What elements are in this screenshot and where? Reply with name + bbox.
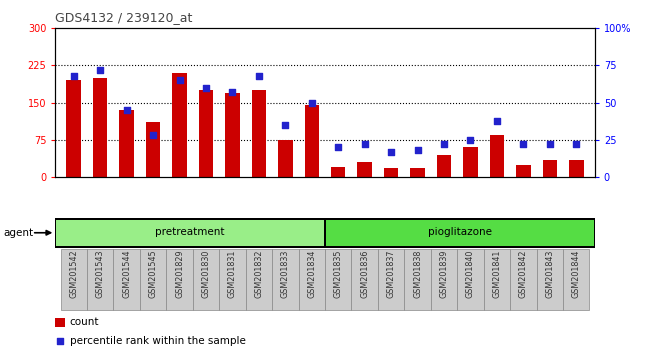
Bar <box>278 140 292 177</box>
Point <box>227 90 238 95</box>
Point <box>518 142 528 147</box>
Text: GSM201838: GSM201838 <box>413 250 422 298</box>
Bar <box>384 168 398 177</box>
Point <box>280 122 291 128</box>
Text: GSM201545: GSM201545 <box>149 250 157 298</box>
Point <box>95 67 105 73</box>
Text: GSM201843: GSM201843 <box>545 250 554 298</box>
Bar <box>252 90 266 177</box>
FancyBboxPatch shape <box>87 249 114 310</box>
Point <box>439 142 449 147</box>
Bar <box>199 90 213 177</box>
Text: GSM201835: GSM201835 <box>333 250 343 298</box>
FancyBboxPatch shape <box>510 249 536 310</box>
Text: GSM201836: GSM201836 <box>360 250 369 298</box>
Bar <box>437 155 451 177</box>
Point <box>412 147 423 153</box>
FancyBboxPatch shape <box>404 249 431 310</box>
FancyBboxPatch shape <box>536 249 563 310</box>
Bar <box>543 160 557 177</box>
Text: GSM201542: GSM201542 <box>70 250 78 298</box>
Bar <box>57 219 324 246</box>
Bar <box>304 105 319 177</box>
Bar <box>410 168 425 177</box>
Text: GSM201831: GSM201831 <box>228 250 237 298</box>
Bar <box>358 162 372 177</box>
Text: GSM201544: GSM201544 <box>122 250 131 298</box>
Text: GDS4132 / 239120_at: GDS4132 / 239120_at <box>55 11 192 24</box>
Point <box>545 142 555 147</box>
Text: GSM201829: GSM201829 <box>175 250 184 298</box>
FancyBboxPatch shape <box>431 249 457 310</box>
Point <box>491 118 502 123</box>
Bar <box>55 318 65 327</box>
Bar <box>120 110 134 177</box>
Point <box>68 73 79 79</box>
Bar <box>516 165 530 177</box>
FancyBboxPatch shape <box>378 249 404 310</box>
Bar <box>331 167 346 177</box>
Point <box>307 100 317 105</box>
FancyBboxPatch shape <box>457 249 484 310</box>
Text: GSM201543: GSM201543 <box>96 250 105 298</box>
Point <box>359 142 370 147</box>
Point <box>254 73 264 79</box>
Bar <box>326 219 593 246</box>
FancyBboxPatch shape <box>246 249 272 310</box>
Point <box>465 137 476 143</box>
Bar <box>172 73 187 177</box>
Text: GSM201844: GSM201844 <box>572 250 580 298</box>
FancyBboxPatch shape <box>140 249 166 310</box>
FancyBboxPatch shape <box>60 249 87 310</box>
Bar <box>225 93 240 177</box>
Point <box>333 144 343 150</box>
Text: GSM201830: GSM201830 <box>202 250 211 298</box>
Text: count: count <box>70 318 99 327</box>
Point <box>148 132 159 138</box>
FancyBboxPatch shape <box>352 249 378 310</box>
Text: GSM201834: GSM201834 <box>307 250 317 298</box>
Text: GSM201837: GSM201837 <box>387 250 396 298</box>
Text: GSM201841: GSM201841 <box>493 250 501 298</box>
Point <box>571 142 582 147</box>
FancyBboxPatch shape <box>114 249 140 310</box>
Bar <box>93 78 107 177</box>
Text: agent: agent <box>3 228 33 238</box>
FancyBboxPatch shape <box>219 249 246 310</box>
Bar <box>66 80 81 177</box>
Text: pretreatment: pretreatment <box>155 227 225 237</box>
Point <box>122 107 132 113</box>
Bar <box>146 122 161 177</box>
Text: GSM201833: GSM201833 <box>281 250 290 298</box>
Text: GSM201840: GSM201840 <box>466 250 475 298</box>
Point <box>201 85 211 91</box>
FancyBboxPatch shape <box>563 249 590 310</box>
Text: pioglitazone: pioglitazone <box>428 227 492 237</box>
Text: percentile rank within the sample: percentile rank within the sample <box>70 336 246 346</box>
Text: GSM201842: GSM201842 <box>519 250 528 298</box>
Point <box>174 78 185 83</box>
Bar <box>569 160 584 177</box>
Point <box>386 149 396 155</box>
FancyBboxPatch shape <box>166 249 193 310</box>
FancyBboxPatch shape <box>325 249 352 310</box>
FancyBboxPatch shape <box>193 249 219 310</box>
FancyBboxPatch shape <box>484 249 510 310</box>
Bar <box>463 147 478 177</box>
FancyBboxPatch shape <box>272 249 298 310</box>
Bar <box>489 135 504 177</box>
Text: GSM201832: GSM201832 <box>254 250 263 298</box>
Point <box>257 240 267 245</box>
Text: GSM201839: GSM201839 <box>439 250 448 298</box>
FancyBboxPatch shape <box>298 249 325 310</box>
